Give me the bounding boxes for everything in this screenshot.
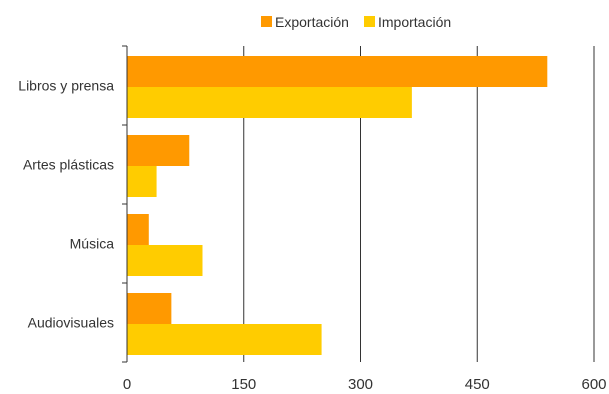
bar-export-1 xyxy=(127,135,190,166)
bars xyxy=(127,56,548,355)
x-tick-label-1: 150 xyxy=(231,376,256,393)
category-label-1: Artes plásticas xyxy=(23,157,114,173)
y-axis xyxy=(122,45,128,363)
legend-label-1: Importación xyxy=(378,14,451,30)
legend: Exportación Importación xyxy=(261,14,451,30)
category-label-2: Música xyxy=(70,236,115,252)
legend-swatch-1 xyxy=(364,16,375,27)
bar-import-2 xyxy=(127,245,203,276)
bar-import-1 xyxy=(127,166,157,197)
category-label-3: Audiovisuales xyxy=(28,315,114,331)
x-tick-label-2: 300 xyxy=(348,376,373,393)
category-labels: Libros y prensa Artes plásticas Música Audi… xyxy=(18,78,114,331)
bar-export-2 xyxy=(127,214,149,245)
category-label-0: Libros y prensa xyxy=(18,78,114,94)
bar-export-0 xyxy=(127,56,548,87)
legend-swatch-0 xyxy=(261,16,272,27)
legend-label-0: Exportación xyxy=(275,14,349,30)
x-tick-label-0: 0 xyxy=(123,376,131,393)
x-tick-labels: 0 150 300 450 600 xyxy=(123,376,607,393)
x-tick-label-3: 450 xyxy=(465,376,490,393)
bar-export-3 xyxy=(127,293,172,324)
bar-import-3 xyxy=(127,324,322,355)
x-tick-label-4: 600 xyxy=(581,376,606,393)
bar-import-0 xyxy=(127,87,412,118)
